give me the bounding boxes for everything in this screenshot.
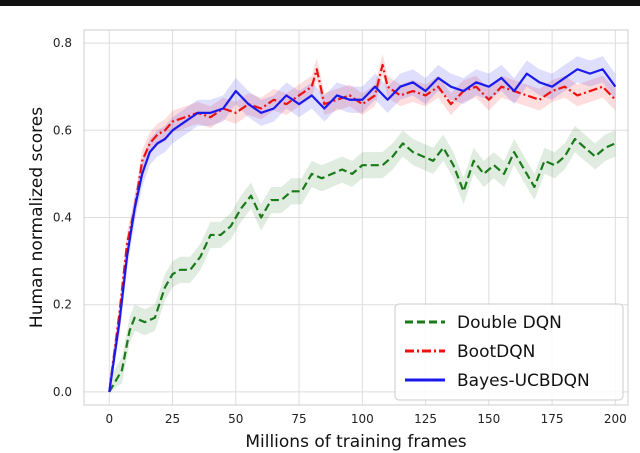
legend-label-bayes-ucbdqn: Bayes-UCBDQN: [457, 371, 590, 391]
x-tick-label: 200: [604, 412, 627, 426]
y-tick-label: 0.6: [53, 123, 72, 137]
y-tick-label: 0.0: [53, 385, 72, 399]
legend: Double DQN BootDQN Bayes-UCBDQN: [394, 303, 624, 401]
x-tick-label: 25: [165, 412, 180, 426]
band-bayes-ucbdqn: [109, 56, 616, 392]
top-border: [0, 0, 640, 6]
legend-label-bootdqn: BootDQN: [457, 342, 535, 362]
x-tick-label: 0: [105, 412, 113, 426]
band-double-dqn: [109, 125, 616, 392]
x-tick-label: 125: [414, 412, 437, 426]
legend-label-double-dqn: Double DQN: [457, 313, 562, 333]
y-tick-label: 0.8: [53, 36, 72, 50]
y-tick-label: 0.4: [53, 211, 72, 225]
y-axis-title: Human normalized scores: [27, 107, 47, 328]
x-tick-label: 150: [477, 412, 500, 426]
tick-labels: 0 25 50 75 100 125 150 175 200 0.0 0.2 0.4 0.6 0.8: [53, 36, 627, 426]
y-tick-label: 0.2: [53, 298, 72, 312]
legend-box: [394, 303, 624, 401]
x-axis-title: Millions of training frames: [245, 432, 466, 452]
plot-frame: [83, 29, 629, 406]
x-tick-label: 100: [351, 412, 374, 426]
series-line-bayes-ucbdqn: [108, 68, 617, 393]
x-tick-label: 75: [291, 412, 306, 426]
x-tick-label: 50: [228, 412, 243, 426]
series-line-double-dqn: [108, 137, 616, 393]
series-lines: [108, 63, 617, 393]
x-tick-label: 175: [541, 412, 564, 426]
